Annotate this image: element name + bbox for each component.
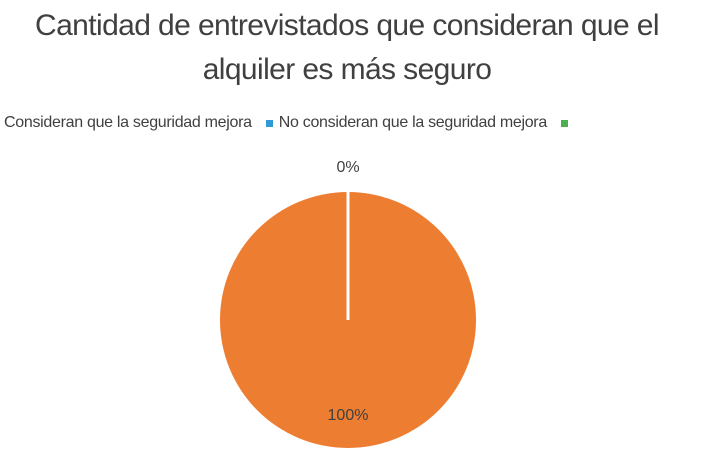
chart-title-line-2: alquiler es más seguro: [202, 53, 492, 86]
legend-entry-consideran: Consideran que la seguridad mejora: [4, 114, 279, 132]
chart-title: Cantidad de entrevistados que consideran…: [0, 4, 694, 92]
data-label-1: 100%: [328, 407, 369, 424]
legend-swatch: [560, 119, 568, 127]
chart-legend: Consideran que la seguridad mejora No co…: [4, 112, 574, 134]
legend-entry-no-consideran: No consideran que la seguridad mejora: [279, 114, 574, 132]
legend-label: No consideran que la seguridad mejora: [278, 114, 547, 131]
legend-swatch: [265, 119, 273, 127]
pie-slices: [220, 191, 476, 448]
pie-labels: 100% 0%: [328, 159, 369, 424]
legend-label: Consideran que la seguridad mejora: [4, 114, 252, 131]
chart-title-line-1: Cantidad de entrevistados que consideran…: [35, 9, 660, 42]
data-label-2: 0%: [336, 159, 359, 176]
